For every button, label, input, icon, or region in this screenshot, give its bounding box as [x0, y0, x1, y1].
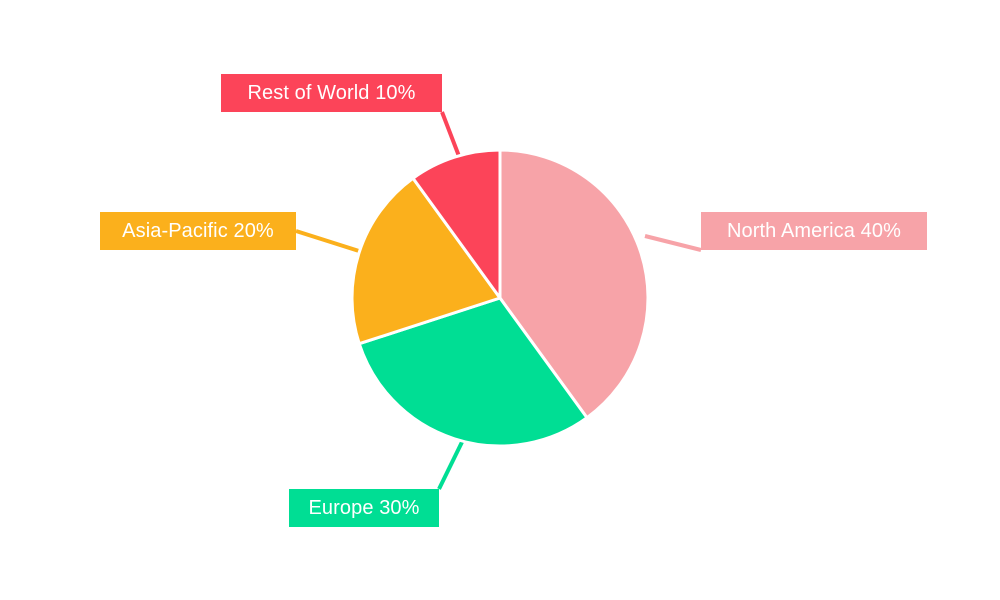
pie-label-text-rest-of-world: Rest of World 10% — [247, 82, 416, 104]
pie-label-europe[interactable]: Europe 30% — [289, 489, 439, 527]
pie-slice-north-america[interactable] — [498, 148, 650, 420]
pie-label-text-europe: Europe 30% — [308, 497, 420, 519]
leader-line-asia-pacific — [295, 229, 360, 253]
pie-label-text-north-america: North America 40% — [727, 220, 901, 242]
pie-slices — [350, 148, 650, 448]
pie-label-text-asia-pacific: Asia-Pacific 20% — [122, 220, 274, 242]
pie-label-asia-pacific[interactable]: Asia-Pacific 20% — [100, 212, 296, 250]
leader-line-north-america — [644, 234, 702, 252]
pie-label-north-america[interactable]: North America 40% — [701, 212, 927, 250]
leader-line-europe — [437, 439, 465, 490]
pie-label-rest-of-world[interactable]: Rest of World 10% — [221, 74, 442, 112]
pie-slice-rest-of-world[interactable] — [411, 148, 502, 300]
pie-slice-europe[interactable] — [357, 296, 589, 448]
pie-slice-asia-pacific[interactable] — [350, 176, 502, 346]
